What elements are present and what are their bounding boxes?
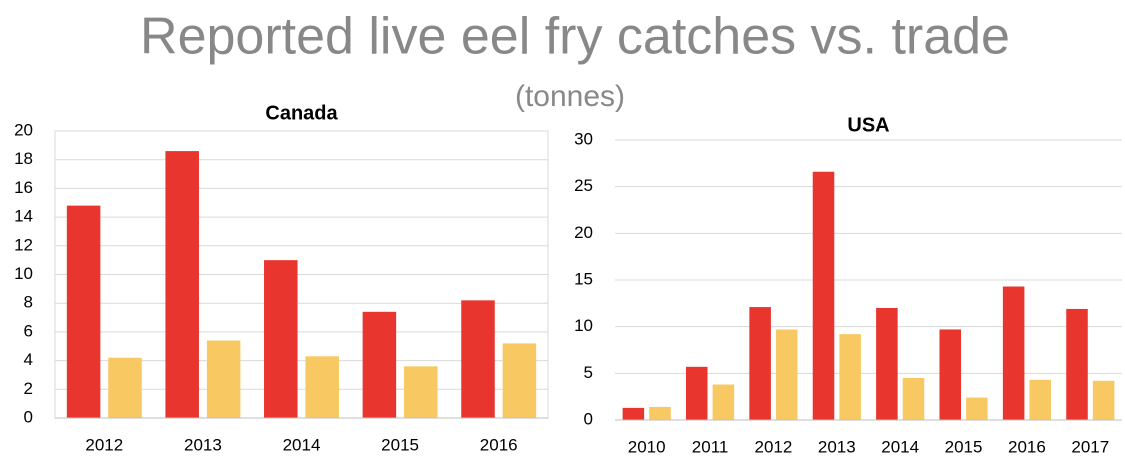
y-tick-label: 8	[24, 293, 33, 312]
y-tick-label: 10	[574, 316, 593, 335]
y-tick-label: 5	[584, 363, 593, 382]
y-tick-label: 20	[574, 223, 593, 242]
main-title: Reported live eel fry catches vs. trade	[140, 8, 1010, 66]
y-tick-label: 15	[574, 269, 593, 288]
bar	[362, 311, 397, 418]
bar	[749, 307, 771, 420]
bar	[502, 343, 537, 418]
bar	[649, 406, 671, 420]
x-tick-label: 2016	[480, 435, 518, 454]
bar	[812, 171, 835, 420]
bar	[108, 357, 142, 418]
y-tick-label: 2	[24, 379, 33, 398]
bar	[712, 384, 735, 420]
bar	[66, 205, 101, 418]
x-tick-label: 2015	[381, 435, 419, 454]
y-tick-label: 14	[14, 207, 33, 226]
bar	[206, 340, 241, 418]
subtitle: (tonnes)	[515, 80, 625, 113]
bar	[939, 329, 962, 420]
chart-title: Canada	[265, 102, 338, 124]
y-tick-label: 12	[14, 235, 33, 254]
y-tick-label: 4	[24, 350, 33, 369]
x-tick-label: 2013	[818, 437, 856, 456]
bar	[305, 356, 339, 418]
y-tick-label: 6	[24, 321, 33, 340]
bar	[1002, 286, 1025, 420]
y-tick-label: 0	[584, 409, 593, 428]
x-tick-label: 2017	[1071, 437, 1109, 456]
bar	[622, 407, 645, 420]
bar	[839, 334, 861, 420]
x-tick-label: 2013	[184, 435, 222, 454]
bar	[165, 151, 199, 418]
bar	[1092, 380, 1115, 420]
bar	[902, 378, 925, 420]
chart-title: USA	[847, 114, 889, 136]
y-tick-label: 20	[14, 120, 33, 139]
x-tick-label: 2012	[85, 435, 123, 454]
x-tick-label: 2011	[692, 437, 729, 456]
y-tick-label: 0	[24, 407, 33, 426]
x-tick-label: 2015	[945, 437, 983, 456]
x-tick-label: 2014	[283, 435, 321, 454]
y-tick-label: 10	[14, 264, 33, 283]
bar	[461, 300, 495, 418]
bar	[1066, 308, 1088, 420]
y-tick-label: 25	[574, 176, 593, 195]
x-tick-label: 2014	[881, 437, 919, 456]
bar	[876, 308, 898, 420]
x-tick-label: 2010	[628, 437, 666, 456]
x-tick-label: 2016	[1008, 437, 1046, 456]
x-tick-label: 2012	[755, 437, 793, 456]
y-tick-label: 16	[14, 178, 33, 197]
bar	[1029, 379, 1052, 420]
y-tick-label: 18	[14, 149, 33, 168]
bar	[404, 366, 438, 418]
y-tick-label: 30	[574, 129, 593, 148]
bar	[966, 397, 988, 420]
bar	[775, 329, 798, 420]
bar	[264, 260, 298, 418]
bar	[685, 366, 708, 420]
